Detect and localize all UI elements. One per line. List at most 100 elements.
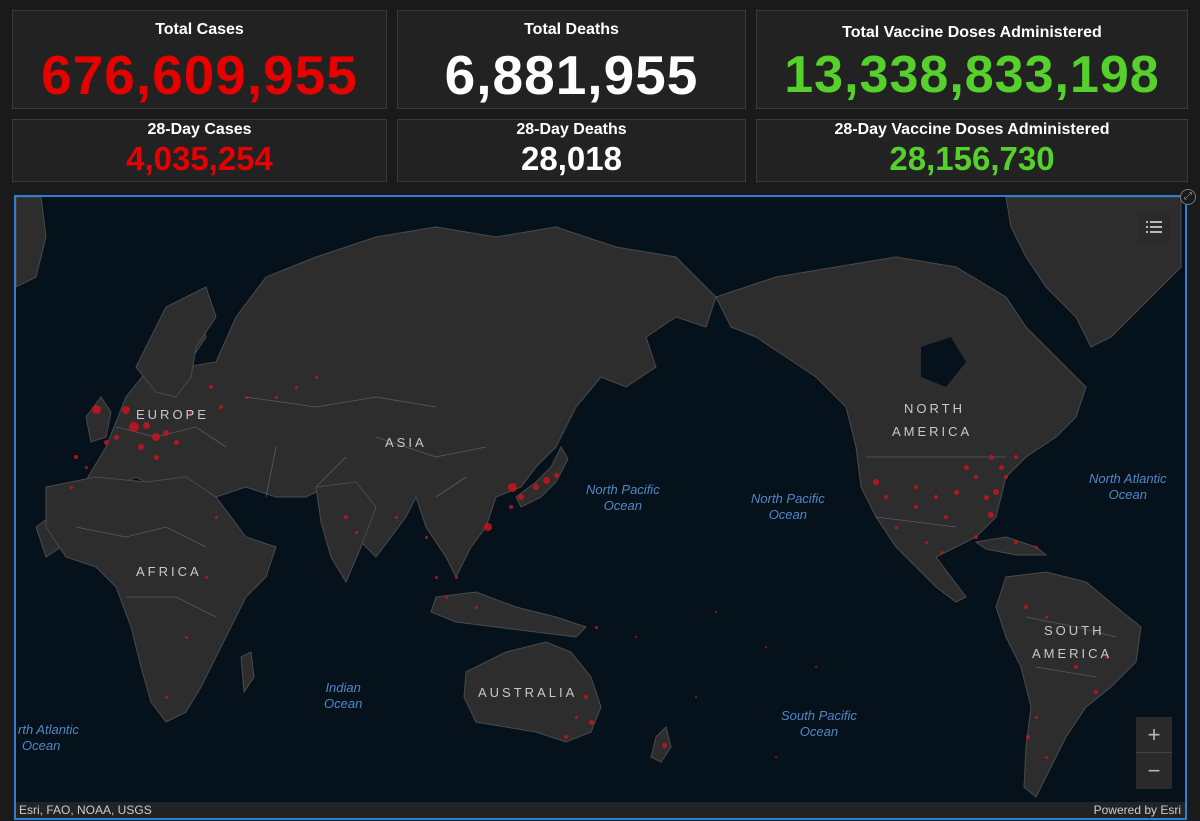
- case-marker[interactable]: [953, 489, 959, 495]
- case-marker[interactable]: [274, 395, 278, 399]
- case-marker[interactable]: [444, 595, 448, 599]
- case-marker[interactable]: [1094, 690, 1098, 694]
- case-marker[interactable]: [974, 535, 978, 539]
- case-marker[interactable]: [924, 540, 928, 544]
- case-marker[interactable]: [314, 375, 318, 379]
- case-marker[interactable]: [424, 535, 428, 539]
- case-marker[interactable]: [509, 505, 513, 509]
- case-marker[interactable]: [914, 485, 918, 489]
- case-marker[interactable]: [484, 523, 492, 531]
- case-marker[interactable]: [518, 494, 524, 500]
- case-marker[interactable]: [163, 430, 169, 436]
- case-marker[interactable]: [1034, 715, 1038, 719]
- case-marker[interactable]: [344, 515, 348, 519]
- case-marker[interactable]: [884, 495, 888, 499]
- case-marker[interactable]: [635, 636, 637, 638]
- case-marker[interactable]: [1024, 605, 1028, 609]
- case-marker[interactable]: [661, 742, 667, 748]
- case-marker[interactable]: [775, 756, 777, 758]
- case-marker[interactable]: [434, 575, 438, 579]
- total-deaths-card: Total Deaths 6,881,955: [397, 10, 746, 109]
- case-marker[interactable]: [507, 482, 517, 492]
- case-marker[interactable]: [1014, 540, 1018, 544]
- case-marker[interactable]: [873, 479, 879, 485]
- case-marker[interactable]: [939, 550, 943, 554]
- label-npo-east: North Pacific Ocean: [751, 491, 825, 523]
- case-marker[interactable]: [1004, 475, 1008, 479]
- case-marker[interactable]: [454, 575, 458, 579]
- case-marker[interactable]: [894, 525, 898, 529]
- case-marker[interactable]: [963, 464, 969, 470]
- label-npo-east-line2: Ocean: [768, 507, 807, 522]
- case-marker[interactable]: [1104, 655, 1108, 659]
- case-marker[interactable]: [84, 465, 88, 469]
- case-marker[interactable]: [1044, 615, 1048, 619]
- case-marker[interactable]: [394, 515, 398, 519]
- case-marker[interactable]: [588, 719, 594, 725]
- label-south-america-1: SOUTH: [1044, 623, 1105, 638]
- case-marker[interactable]: [74, 455, 78, 459]
- southeast-asia-islands: [430, 591, 587, 638]
- powered-by-text[interactable]: Powered by Esri: [1093, 803, 1181, 817]
- case-marker[interactable]: [294, 385, 298, 389]
- case-marker[interactable]: [715, 611, 717, 613]
- case-marker[interactable]: [173, 439, 179, 445]
- case-marker[interactable]: [574, 715, 578, 719]
- case-marker[interactable]: [474, 605, 478, 609]
- case-marker[interactable]: [129, 422, 139, 432]
- case-marker[interactable]: [594, 625, 598, 629]
- case-marker[interactable]: [564, 735, 568, 739]
- case-marker[interactable]: [998, 464, 1004, 470]
- case-marker[interactable]: [69, 485, 73, 489]
- zoom-out-button[interactable]: −: [1136, 753, 1172, 789]
- label-indian: Indian Ocean: [324, 680, 362, 712]
- total-vaccine-card: Total Vaccine Doses Administered 13,338,…: [756, 10, 1188, 109]
- case-marker[interactable]: [188, 409, 194, 415]
- case-marker[interactable]: [988, 512, 994, 518]
- case-marker[interactable]: [765, 646, 767, 648]
- case-marker[interactable]: [533, 484, 539, 490]
- case-marker[interactable]: [164, 695, 168, 699]
- legend-button[interactable]: [1138, 211, 1170, 243]
- case-marker[interactable]: [209, 385, 213, 389]
- case-marker[interactable]: [91, 404, 101, 414]
- case-marker[interactable]: [983, 494, 989, 500]
- case-marker[interactable]: [113, 434, 119, 440]
- case-marker[interactable]: [354, 530, 358, 534]
- case-marker[interactable]: [214, 515, 218, 519]
- case-marker[interactable]: [204, 575, 208, 579]
- case-marker[interactable]: [103, 439, 109, 445]
- hudson-bay: [921, 337, 966, 387]
- case-marker[interactable]: [988, 454, 994, 460]
- case-marker[interactable]: [695, 696, 697, 698]
- case-marker[interactable]: [584, 695, 588, 699]
- world-map[interactable]: EUROPE ASIA AFRICA AUSTRALIA NORTH AMERI…: [14, 195, 1187, 820]
- case-marker[interactable]: [1026, 735, 1030, 739]
- expand-icon[interactable]: ⤢: [1180, 189, 1196, 205]
- case-marker[interactable]: [142, 421, 150, 429]
- case-marker[interactable]: [1014, 455, 1018, 459]
- case-marker[interactable]: [1044, 755, 1048, 759]
- case-marker[interactable]: [122, 406, 130, 414]
- total-vaccine-label: Total Vaccine Doses Administered: [842, 24, 1102, 41]
- case-marker[interactable]: [244, 395, 248, 399]
- case-marker[interactable]: [184, 635, 188, 639]
- case-marker[interactable]: [914, 505, 918, 509]
- plus-icon: +: [1147, 721, 1161, 747]
- attribution-text[interactable]: Esri, FAO, NOAA, USGS: [19, 803, 152, 817]
- case-marker[interactable]: [219, 405, 223, 409]
- case-marker[interactable]: [138, 444, 144, 450]
- case-marker[interactable]: [153, 454, 159, 460]
- case-marker[interactable]: [152, 433, 160, 441]
- case-marker[interactable]: [934, 495, 938, 499]
- case-marker[interactable]: [542, 476, 550, 484]
- case-marker[interactable]: [553, 472, 559, 478]
- caribbean-islands: [974, 536, 1048, 556]
- zoom-in-button[interactable]: +: [1136, 717, 1172, 753]
- case-marker[interactable]: [1034, 545, 1038, 549]
- case-marker[interactable]: [944, 515, 948, 519]
- case-marker[interactable]: [993, 489, 999, 495]
- case-marker[interactable]: [815, 666, 817, 668]
- case-marker[interactable]: [974, 475, 978, 479]
- case-marker[interactable]: [1074, 665, 1078, 669]
